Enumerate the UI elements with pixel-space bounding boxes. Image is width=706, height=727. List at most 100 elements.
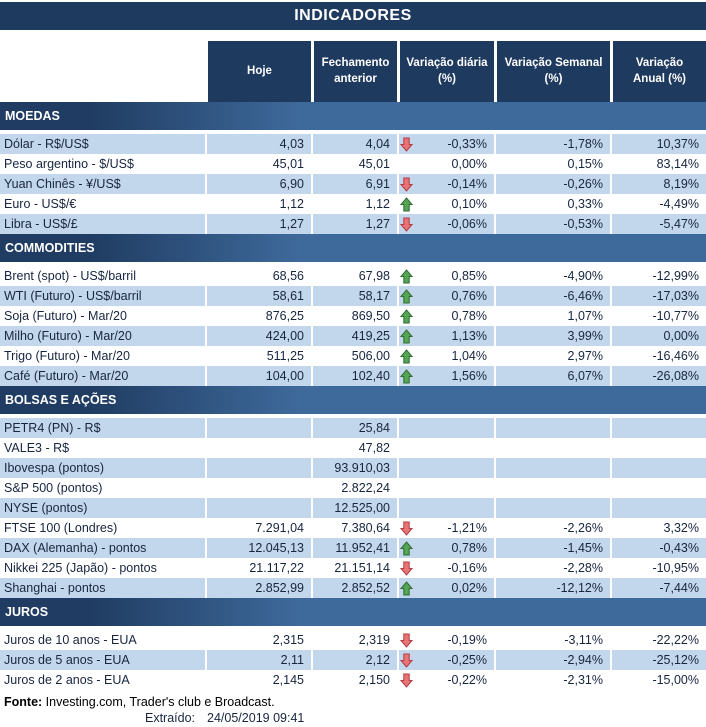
cell-label: Peso argentino - $/US$ [4,157,134,171]
cell-variacao-semanal: -2,28% [494,558,610,578]
cell-variacao-anual: -26,08% [610,366,706,386]
cell-variacao-anual: 10,37% [610,134,706,154]
cell-label: Milho (Futuro) - Mar/20 [4,329,132,343]
variacao-diaria-value: -0,06% [447,217,487,231]
variacao-diaria-value: -0,33% [447,137,487,151]
variacao-diaria-value: 0,00% [451,157,487,171]
up-arrow-icon [399,368,416,384]
cell-variacao-semanal: -2,94% [494,650,610,670]
cell-variacao-diaria: -0,14% [397,174,494,194]
cell-variacao-diaria [397,498,494,518]
cell-variacao-semanal: -6,46% [494,286,610,306]
down-arrow-icon [399,653,416,668]
table-row: Yuan Chinês - ¥/US$ 6,90 6,91 -0,14% -0,26% 8… [0,174,706,194]
cell-variacao-anual: -10,77% [610,306,706,326]
cell-label: Yuan Chinês - ¥/US$ [4,177,121,191]
cell-label: WTI (Futuro) - US$/barril [4,289,142,303]
cell-hoje [205,438,311,458]
cell-variacao-semanal [494,418,610,438]
cell-hoje: 7.291,04 [205,518,311,538]
variacao-diaria-value: 0,10% [451,197,487,211]
cell-hoje: 1,27 [205,214,311,234]
cell-fechamento-anterior: 102,40 [311,366,397,386]
cell-hoje: 2,11 [205,650,311,670]
up-arrow-icon [399,348,416,364]
cell-variacao-anual: -15,00% [610,670,706,690]
cell-variacao-semanal: 1,07% [494,306,610,326]
cell-variacao-semanal: -12,12% [494,578,610,598]
cell-fechamento-anterior: 47,82 [311,438,397,458]
cell-variacao-diaria: 1,56% [397,366,494,386]
cell-hoje [205,458,311,478]
cell-fechamento-anterior: 7.380,64 [311,518,397,538]
cell-variacao-diaria: 0,85% [397,266,494,286]
cell-label: Juros de 2 anos - EUA [4,673,130,687]
down-arrow-icon [399,561,416,576]
extraido-value: 24/05/2019 09:41 [207,711,305,725]
cell-variacao-anual: -12,99% [610,266,706,286]
column-header-line: Anual (%) [632,72,687,85]
cell-fechamento-anterior: 2,12 [311,650,397,670]
cell-fechamento-anterior: 419,25 [311,326,397,346]
cell-hoje: 104,00 [205,366,311,386]
table-row: PETR4 (PN) - R$ 25,84 [0,418,706,438]
cell-label: Brent (spot) - US$/barril [4,269,136,283]
column-header-line: (%) [438,72,456,85]
table-row: NYSE (pontos) 12.525,00 [0,498,706,518]
source-note: Fonte: Investing.com, Trader's club e Br… [0,695,706,709]
cell-hoje: 2.852,99 [205,578,311,598]
column-header-line: Variação diária [406,56,488,69]
down-arrow-icon [399,521,416,536]
down-arrow-icon [399,137,416,152]
up-arrow-icon [399,580,416,596]
cell-hoje: 58,61 [205,286,311,306]
cell-variacao-diaria: 1,04% [397,346,494,366]
cell-label: PETR4 (PN) - R$ [4,421,101,435]
cell-variacao-semanal: -2,26% [494,518,610,538]
variacao-diaria-value: 0,85% [451,269,487,283]
cell-variacao-semanal: -0,26% [494,174,610,194]
cell-label: Trigo (Futuro) - Mar/20 [4,349,130,363]
cell-variacao-anual: -10,95% [610,558,706,578]
cell-variacao-diaria: 0,76% [397,286,494,306]
column-header-line: Variação [635,56,684,69]
table-row: Juros de 10 anos - EUA 2,315 2,319 -0,19% -3… [0,630,706,650]
cell-variacao-semanal: -3,11% [494,630,610,650]
cell-variacao-semanal [494,478,610,498]
cell-variacao-semanal: 3,99% [494,326,610,346]
variacao-diaria-value: 0,78% [451,541,487,555]
table-row: Juros de 2 anos - EUA 2,145 2,150 -0,22% -2,… [0,670,706,690]
cell-fechamento-anterior: 21.151,14 [311,558,397,578]
cell-hoje: 511,25 [205,346,311,366]
up-arrow-icon [399,540,416,556]
variacao-diaria-value: -0,14% [447,177,487,191]
cell-hoje: 2,315 [205,630,311,650]
column-header-hoje: Hoje [205,41,311,102]
cell-label: Ibovespa (pontos) [4,461,105,475]
table-row: Libra - US$/£ 1,27 1,27 -0,06% -0,53% -5,47% [0,214,706,234]
cell-variacao-diaria: -0,22% [397,670,494,690]
cell-variacao-semanal: -1,78% [494,134,610,154]
variacao-diaria-value: -0,19% [447,633,487,647]
cell-variacao-diaria: -0,06% [397,214,494,234]
cell-fechamento-anterior: 869,50 [311,306,397,326]
cell-fechamento-anterior: 93.910,03 [311,458,397,478]
table-row: Café (Futuro) - Mar/20 104,00 102,40 1,56% 6… [0,366,706,386]
page-title: INDICADORES [0,2,706,30]
cell-variacao-semanal: 2,97% [494,346,610,366]
cell-variacao-diaria [397,438,494,458]
extraido-label: Extraído: [145,711,196,725]
cell-variacao-anual: -16,46% [610,346,706,366]
table-header: Hoje Fechamento anterior Variação diária… [0,41,706,102]
cell-variacao-semanal: -1,45% [494,538,610,558]
column-header-variacao-anual: Variação Anual (%) [610,41,706,102]
cell-variacao-anual: -4,49% [610,194,706,214]
down-arrow-icon [399,217,416,232]
cell-variacao-anual: -25,12% [610,650,706,670]
column-header-line: Fechamento [321,56,390,69]
cell-fechamento-anterior: 4,04 [311,134,397,154]
cell-variacao-anual [610,478,706,498]
cell-fechamento-anterior: 11.952,41 [311,538,397,558]
variacao-diaria-value: -1,21% [447,521,487,535]
cell-variacao-anual: -0,43% [610,538,706,558]
